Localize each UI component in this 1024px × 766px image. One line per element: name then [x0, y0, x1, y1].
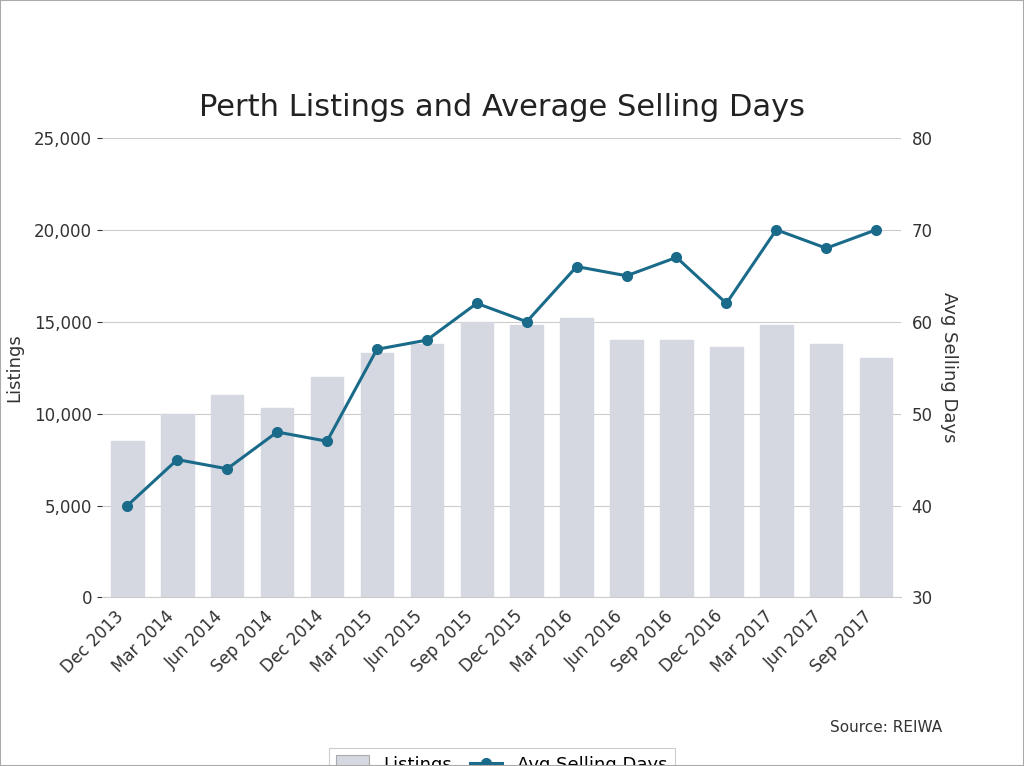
Bar: [560, 318, 593, 597]
Legend: Listings, Avg Selling Days: Listings, Avg Selling Days: [329, 748, 675, 766]
Bar: [860, 358, 892, 597]
Bar: [161, 414, 194, 597]
Bar: [760, 326, 793, 597]
Bar: [112, 441, 143, 597]
Bar: [261, 408, 293, 597]
Bar: [810, 344, 843, 597]
Bar: [711, 348, 742, 597]
Bar: [411, 344, 443, 597]
Y-axis label: Listings: Listings: [5, 333, 23, 402]
Bar: [610, 340, 643, 597]
Bar: [461, 322, 493, 597]
Y-axis label: Avg Selling Days: Avg Selling Days: [940, 293, 957, 443]
Text: Source: REIWA: Source: REIWA: [830, 720, 942, 735]
Title: Perth Listings and Average Selling Days: Perth Listings and Average Selling Days: [199, 93, 805, 122]
Bar: [511, 326, 543, 597]
Bar: [660, 340, 692, 597]
Bar: [360, 353, 393, 597]
Bar: [211, 395, 244, 597]
Bar: [311, 377, 343, 597]
